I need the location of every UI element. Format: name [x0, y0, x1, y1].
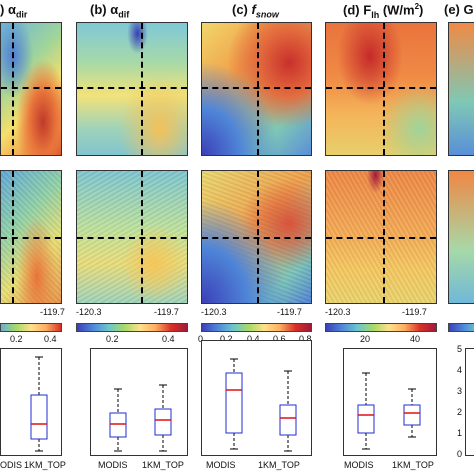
lon-tick: -120.3	[325, 307, 351, 317]
y-tick: 3	[456, 386, 462, 396]
y-tick: 4	[456, 365, 462, 375]
box-category-label: MODIS	[344, 460, 374, 470]
colorbar-e	[448, 323, 474, 332]
box-category-label: MODIS	[206, 460, 236, 470]
box-category-label: 1KM_TOP	[392, 460, 434, 470]
cbar-tick: 0.2	[10, 334, 23, 344]
map-c-top	[201, 22, 312, 156]
boxplot-a	[0, 348, 62, 456]
map-b-top	[76, 22, 188, 156]
lon-tick: -120.3	[201, 307, 227, 317]
box-category-label: 1KM_TOP	[258, 460, 300, 470]
map-e-mid	[448, 170, 474, 304]
panel-title-c: (c) fsnow	[232, 2, 279, 20]
map-a-mid	[0, 170, 62, 304]
lon-tick: -120.3	[76, 307, 102, 317]
y-tick: 1	[456, 428, 462, 438]
lon-tick: -119.7	[154, 307, 179, 317]
cbar-tick: 0.4	[44, 334, 57, 344]
lon-tick: -119.7	[402, 307, 427, 317]
cbar-tick: 0	[198, 334, 204, 344]
lon-tick: -119.7	[40, 307, 65, 317]
cbar-tick: 20	[360, 334, 371, 344]
panel-title-b: (b) αdif	[90, 2, 130, 20]
map-e-top	[448, 22, 474, 156]
box-category-label: 1KM_TOP	[142, 460, 184, 470]
boxplot-b	[90, 348, 188, 456]
map-c-mid	[201, 170, 312, 304]
map-d-mid	[325, 170, 437, 304]
panel-title-a: ) αdir	[0, 2, 28, 20]
colorbar-c	[201, 323, 312, 332]
map-b-mid	[76, 170, 188, 304]
y-tick: 2	[456, 407, 462, 417]
lon-tick: -119.7	[277, 307, 302, 317]
box-category-label: 1KM_TOP	[24, 460, 66, 470]
y-tick: 0	[456, 449, 462, 459]
boxplot-c	[201, 340, 312, 456]
boxplot-e	[465, 348, 474, 456]
panel-title-e: (e) Gl	[444, 2, 474, 17]
y-tick: 5	[456, 344, 462, 354]
cbar-tick: 0.2	[106, 334, 119, 344]
cbar-tick: 0.2	[220, 334, 233, 344]
boxplot-d	[343, 348, 437, 456]
map-d-top	[325, 22, 437, 156]
cbar-tick: 0.4	[247, 334, 260, 344]
colorbar-b	[76, 323, 188, 332]
box-category-label: MODIS	[98, 460, 128, 470]
colorbar-d	[325, 323, 437, 332]
cbar-tick: 0.8	[299, 334, 312, 344]
panel-title-d: (d) Flh (W/m2)	[343, 2, 424, 20]
cbar-tick: 0.4	[162, 334, 175, 344]
cbar-tick: 40	[410, 334, 421, 344]
map-a-top	[0, 22, 62, 156]
box-category-label: ODIS	[0, 460, 23, 470]
colorbar-a	[0, 323, 62, 332]
cbar-tick: 0.6	[273, 334, 286, 344]
